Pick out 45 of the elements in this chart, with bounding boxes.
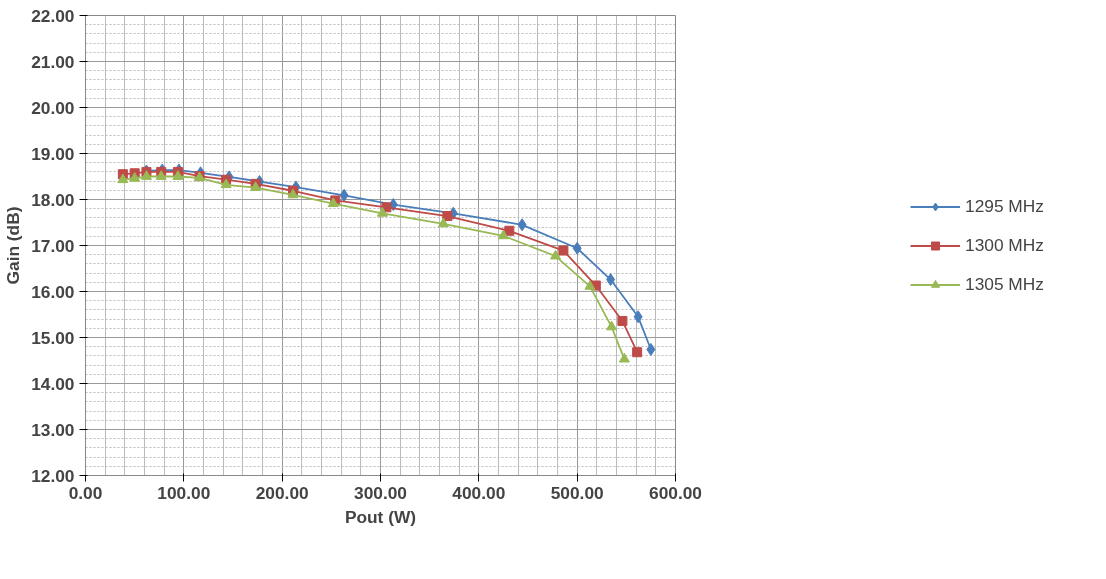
point	[584, 280, 596, 290]
point	[504, 225, 515, 236]
x-tick-label: 500.00	[550, 482, 604, 503]
point	[517, 218, 527, 232]
y-tick-label: 18.00	[31, 189, 75, 210]
y-axis-title: Gain (dB)	[3, 206, 24, 285]
point	[155, 170, 167, 180]
x-tick-label: 200.00	[255, 482, 309, 503]
legend-label: 1295 MHz	[965, 195, 1044, 217]
point	[339, 188, 349, 202]
point	[497, 229, 509, 240]
y-tick-label: 13.00	[31, 419, 75, 440]
x-tick-label: 400.00	[452, 482, 506, 503]
point	[220, 178, 232, 189]
point	[550, 249, 562, 260]
point	[558, 245, 569, 256]
point	[633, 310, 643, 324]
y-tick-label: 17.00	[31, 235, 75, 256]
point	[618, 352, 630, 363]
x-axis-title: Pout (W)	[344, 506, 417, 527]
point	[129, 172, 141, 182]
x-tick-label: 100.00	[157, 482, 211, 503]
legend-label: 1300 MHz	[965, 234, 1044, 256]
point	[140, 170, 152, 180]
point	[437, 217, 449, 228]
y-tick-label: 15.00	[31, 327, 75, 348]
y-tick-label: 22.00	[31, 5, 75, 26]
point	[606, 273, 616, 287]
x-tick-label: 600.00	[649, 482, 702, 503]
point	[572, 241, 582, 255]
y-tick-label: 21.00	[31, 51, 75, 72]
point	[376, 207, 388, 217]
point	[617, 315, 628, 326]
y-tick-label: 16.00	[31, 281, 75, 302]
point	[606, 320, 618, 331]
y-tick-label: 14.00	[31, 373, 75, 394]
point	[646, 342, 656, 356]
legend-label: 1305 MHz	[965, 273, 1044, 295]
point	[442, 211, 453, 222]
point	[172, 170, 184, 180]
point	[117, 173, 129, 184]
x-tick-label: 300.00	[354, 482, 407, 503]
y-tick-label: 20.00	[31, 97, 75, 118]
y-tick-label: 19.00	[31, 143, 75, 164]
point	[632, 347, 643, 358]
